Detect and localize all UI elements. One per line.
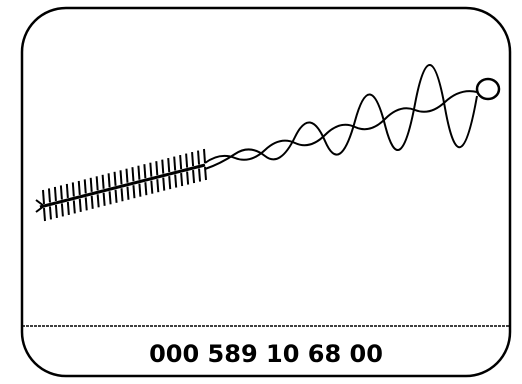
bristle xyxy=(173,156,177,171)
bristle xyxy=(77,180,81,195)
bristle xyxy=(204,166,207,181)
bristle xyxy=(113,171,117,186)
bristle xyxy=(95,176,99,191)
bristle xyxy=(131,167,135,182)
brush-handle-loop xyxy=(475,77,501,101)
bristle xyxy=(167,158,171,173)
brush-tip xyxy=(35,199,46,213)
bristle xyxy=(60,203,64,217)
bristle xyxy=(155,161,159,176)
bristle xyxy=(102,192,106,206)
brush-handle-wire-strand xyxy=(204,64,478,170)
bristle xyxy=(186,171,190,185)
bristle xyxy=(108,191,112,205)
bristle xyxy=(149,162,153,177)
bristle xyxy=(83,179,87,194)
bristle xyxy=(191,151,195,167)
bristle xyxy=(54,204,58,219)
bristle xyxy=(53,186,57,202)
bristle xyxy=(78,198,82,212)
bristle xyxy=(168,176,172,190)
bristle xyxy=(90,195,94,209)
bristle xyxy=(96,194,100,208)
bristle xyxy=(125,168,129,183)
brush-core xyxy=(39,163,206,209)
bristle xyxy=(120,188,124,202)
bristle xyxy=(185,153,189,168)
bristle xyxy=(72,200,76,214)
bristle xyxy=(138,183,142,197)
bristle xyxy=(143,164,147,179)
bristle xyxy=(119,170,123,185)
bristle xyxy=(114,189,118,203)
brush-handle-wire xyxy=(204,90,478,164)
brush-bristles xyxy=(42,148,207,222)
part-number: 000 589 10 68 00 xyxy=(149,340,383,368)
bristle xyxy=(179,155,183,170)
cleaning-brush-icon xyxy=(35,64,501,222)
bristle xyxy=(150,180,154,194)
bristle xyxy=(132,185,136,199)
bristle xyxy=(156,179,160,193)
bristle xyxy=(59,185,63,200)
bristle xyxy=(180,172,184,187)
bristle xyxy=(126,186,130,200)
bristle xyxy=(71,182,75,197)
bristle xyxy=(66,201,70,216)
bristle xyxy=(48,206,52,220)
bristle xyxy=(101,174,105,189)
bristle xyxy=(174,174,178,188)
bristle xyxy=(161,159,165,174)
bristle xyxy=(84,197,88,211)
bristle xyxy=(107,173,111,188)
bristle xyxy=(137,165,141,180)
bristle xyxy=(43,207,46,222)
bristle xyxy=(192,169,196,184)
card-border xyxy=(20,6,512,378)
bristle xyxy=(203,148,206,164)
bristle xyxy=(162,177,166,191)
bristle xyxy=(42,189,45,205)
bristle xyxy=(198,168,202,182)
bristle xyxy=(65,183,69,198)
bristle xyxy=(144,182,148,196)
bristle xyxy=(89,177,93,192)
bristle xyxy=(197,150,201,165)
bristle xyxy=(47,188,51,203)
